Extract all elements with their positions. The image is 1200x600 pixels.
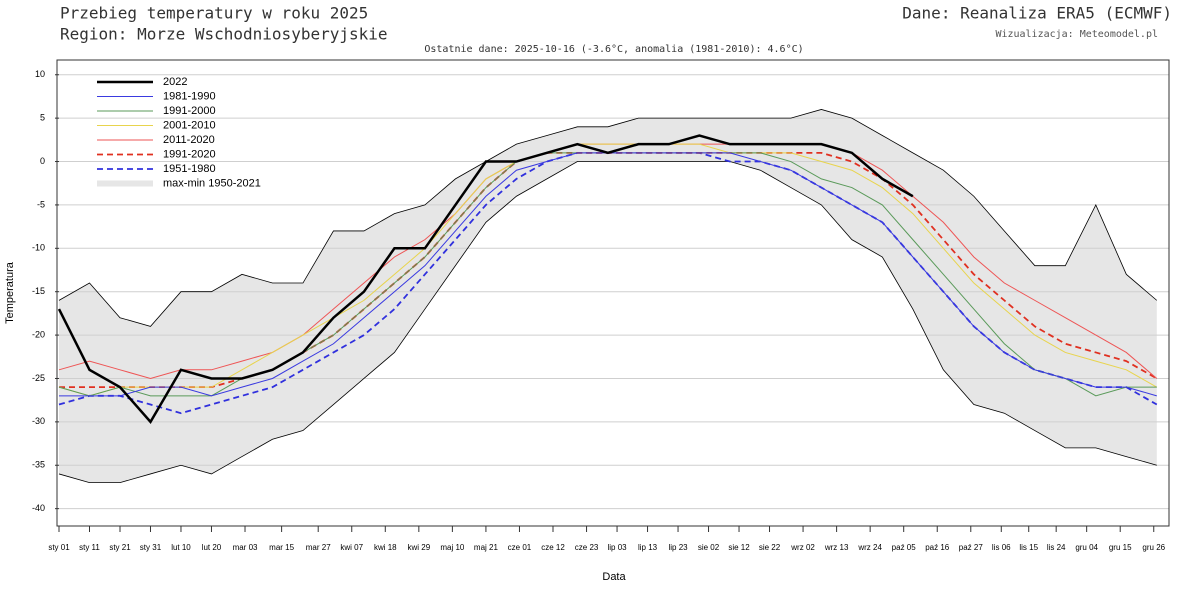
- plot-frame: [56, 59, 1170, 527]
- series-line: [58, 143, 1158, 397]
- y-axis-label: Temperatura: [4, 261, 16, 324]
- x-tick-label: mar 27: [306, 543, 331, 552]
- y-tick-label: -15: [32, 286, 45, 296]
- band-min-line: [58, 161, 1157, 484]
- x-tick-label: sty 31: [140, 543, 162, 552]
- x-tick-label: mar 15: [269, 543, 294, 552]
- y-tick-label: -25: [32, 373, 45, 383]
- x-tick-label: lut 20: [202, 543, 222, 552]
- credit: Wizualizacja: Meteomodel.pl: [995, 29, 1158, 40]
- band-max-line: [58, 109, 1158, 327]
- x-tick-label: gru 26: [1142, 543, 1165, 552]
- series-line: [57, 134, 914, 424]
- x-tick-label: paź 05: [892, 543, 917, 552]
- chart-subtitle: Region: Morze Wschodniosyberyjskie: [60, 25, 388, 44]
- x-tick-label: lis 06: [992, 543, 1011, 552]
- note: Ostatnie dane: 2025-10-16 (-3.6°C, anoma…: [424, 44, 803, 55]
- legend-label: 2011-2020: [163, 134, 215, 146]
- legend-label: 1981-1990: [163, 90, 216, 102]
- y-tick-label: -40: [32, 503, 45, 513]
- legend-label: 2022: [163, 76, 187, 88]
- x-tick-label: sie 12: [728, 543, 750, 552]
- y-tick-label: -5: [37, 199, 45, 209]
- y-tick-label: -30: [32, 416, 45, 426]
- x-tick-label: paź 27: [959, 543, 984, 552]
- x-tick-label: maj 21: [474, 543, 499, 552]
- y-tick-label: -20: [32, 329, 45, 339]
- legend-label: 1991-2020: [163, 148, 216, 160]
- x-tick-label: maj 10: [440, 543, 465, 552]
- x-tick-label: paź 16: [925, 543, 950, 552]
- x-tick-label: lip 03: [607, 543, 627, 552]
- x-tick-label: sty 11: [79, 543, 100, 552]
- x-tick-label: wrz 02: [790, 543, 815, 552]
- y-tick-label: -10: [32, 243, 45, 253]
- y-tick-label: -35: [32, 460, 45, 470]
- legend-label: max-min 1950-2021: [163, 177, 261, 189]
- x-tick-label: cze 01: [508, 543, 532, 552]
- x-tick-label: lut 10: [171, 543, 191, 552]
- legend-label: 1951-1980: [163, 163, 216, 175]
- x-tick-label: kwi 07: [340, 543, 363, 552]
- x-tick-label: cze 23: [575, 543, 599, 552]
- x-tick-label: wrz 24: [857, 543, 882, 552]
- x-tick-label: sty 01: [48, 543, 70, 552]
- band-area: [59, 109, 1157, 483]
- legend-label: 2001-2010: [163, 119, 216, 131]
- x-tick-label: lip 23: [668, 543, 688, 552]
- x-tick-label: sty 21: [109, 543, 131, 552]
- x-tick-label: lip 13: [638, 543, 658, 552]
- x-tick-label: wrz 13: [824, 543, 849, 552]
- x-tick-label: lis 24: [1047, 543, 1066, 552]
- x-tick-label: lis 15: [1019, 543, 1038, 552]
- x-tick-label: gru 15: [1109, 543, 1132, 552]
- x-tick-label: cze 12: [541, 543, 565, 552]
- x-tick-label: gru 04: [1075, 543, 1098, 552]
- y-tick-label: 5: [40, 113, 45, 123]
- x-tick-label: sie 02: [698, 543, 720, 552]
- y-tick-label: 0: [40, 156, 45, 166]
- x-tick-label: sie 22: [759, 543, 781, 552]
- legend-label: 1991-2000: [163, 105, 216, 117]
- y-tick-label: 10: [35, 69, 45, 79]
- x-axis-label: Data: [602, 571, 626, 583]
- x-tick-label: kwi 18: [374, 543, 397, 552]
- x-tick-label: mar 03: [233, 543, 258, 552]
- chart-title: Przebieg temperatury w roku 2025: [60, 4, 368, 23]
- source: Dane: Reanaliza ERA5 (ECMWF): [902, 4, 1172, 23]
- x-tick-label: kwi 29: [407, 543, 430, 552]
